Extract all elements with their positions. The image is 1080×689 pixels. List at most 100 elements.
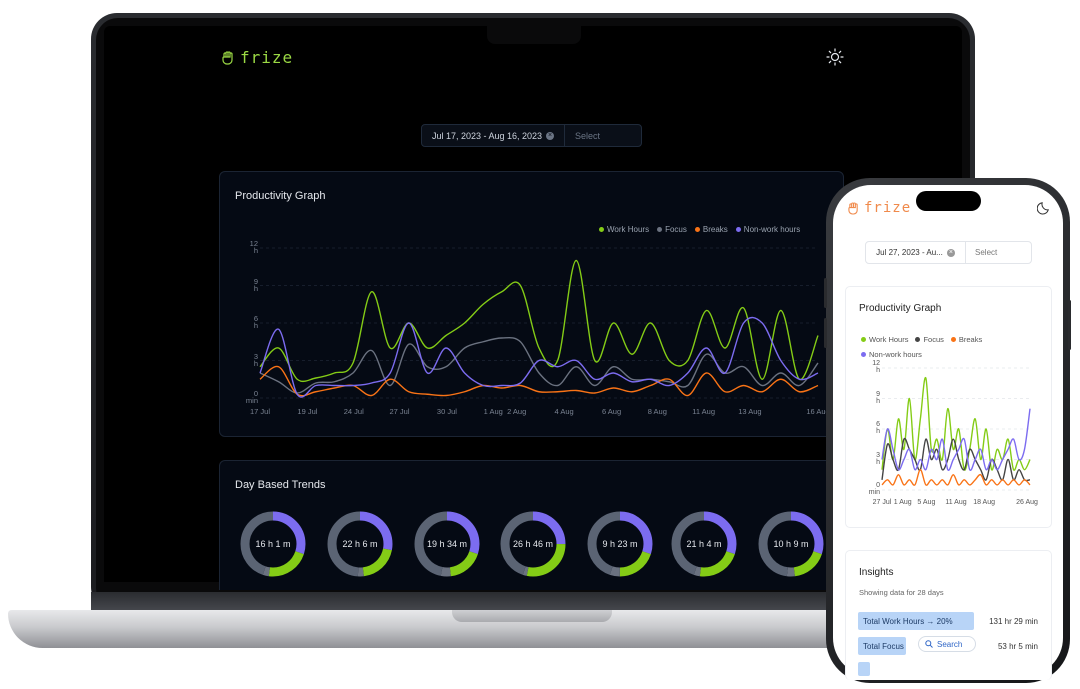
date-range-value[interactable]: Jul 27, 2023 - Au... × bbox=[866, 242, 966, 263]
x-tick-label: 11 Aug bbox=[692, 407, 716, 416]
legend-work[interactable]: Work Hours bbox=[861, 335, 908, 344]
hand-icon bbox=[848, 201, 858, 215]
search-label: Search bbox=[937, 639, 963, 649]
donut-segment bbox=[500, 511, 566, 577]
y-tick-label: 9 h bbox=[876, 390, 880, 405]
legend-breaks[interactable]: Breaks bbox=[950, 335, 983, 344]
moon-icon[interactable] bbox=[1037, 200, 1052, 215]
y-tick-label: 12 h bbox=[872, 360, 880, 374]
laptop-hinge bbox=[91, 592, 975, 614]
legend-label: Non-work hours bbox=[743, 225, 801, 234]
legend-dot bbox=[861, 337, 866, 342]
date-range-value[interactable]: Jul 17, 2023 - Aug 16, 2023 × bbox=[422, 125, 565, 146]
legend-dot bbox=[735, 227, 741, 232]
legend-label: Breaks bbox=[702, 225, 728, 234]
y-tick-label: 6 h bbox=[253, 314, 258, 330]
insight-value: 53 hr 5 min bbox=[997, 641, 1038, 651]
dynamic-island bbox=[916, 191, 981, 211]
laptop-lip bbox=[452, 610, 612, 622]
insight-bar: Total Work Hours → 20% bbox=[858, 612, 974, 630]
legend-breaks[interactable]: Breaks bbox=[694, 225, 728, 234]
trend-donut[interactable]: 16 h 1 m bbox=[240, 511, 306, 577]
trend-donut[interactable]: 26 h 46 m bbox=[500, 511, 566, 577]
donut-label: 16 h 1 m bbox=[255, 539, 291, 549]
legend-label: Focus bbox=[665, 225, 687, 234]
donut-segment bbox=[587, 511, 653, 577]
hand-icon bbox=[222, 50, 233, 65]
x-tick-label: 17 Jul bbox=[249, 407, 271, 416]
donut-ring bbox=[500, 511, 566, 577]
legend-nonwork[interactable]: Non-work hours bbox=[861, 350, 922, 359]
donut-segment bbox=[587, 511, 653, 577]
donut-ring bbox=[240, 511, 306, 577]
phone-button bbox=[1068, 300, 1071, 350]
select-dropdown[interactable]: Select bbox=[975, 248, 998, 257]
legend-work[interactable]: Work Hours bbox=[599, 225, 649, 234]
donut-ring bbox=[587, 511, 653, 577]
insight-row[interactable]: Total Focus Tim 53 hr 5 min bbox=[858, 637, 1038, 655]
date-range-text: Jul 27, 2023 - Au... bbox=[876, 248, 943, 257]
legend-focus[interactable]: Focus bbox=[657, 225, 687, 234]
donut-segment bbox=[414, 511, 480, 577]
donut-label: 22 h 6 m bbox=[342, 539, 378, 549]
donut-segment bbox=[414, 511, 480, 577]
phone-app-logo[interactable]: frize bbox=[848, 200, 911, 216]
x-tick-label: 4 Aug bbox=[554, 407, 574, 416]
x-tick-label: 30 Jul bbox=[436, 407, 457, 416]
legend-dot bbox=[657, 227, 663, 232]
x-tick-label: 27 Jul bbox=[389, 407, 410, 416]
y-tick-label: 0 min bbox=[245, 389, 258, 405]
donut-segment bbox=[240, 511, 306, 577]
insights-subtitle: Showing data for 28 days bbox=[859, 588, 944, 597]
legend-nonwork[interactable]: Non-work hours bbox=[735, 225, 801, 234]
phone-date-range-picker[interactable]: Jul 27, 2023 - Au... × Select bbox=[865, 241, 1032, 264]
laptop-notch bbox=[487, 26, 581, 44]
clear-icon[interactable]: × bbox=[946, 248, 955, 257]
legend-label: Work Hours bbox=[607, 225, 650, 234]
select-dropdown[interactable]: Select bbox=[575, 130, 601, 141]
donut-ring bbox=[758, 511, 824, 577]
donut-ring bbox=[327, 511, 393, 577]
y-tick-label: 3 h bbox=[876, 451, 880, 466]
x-tick-label: 24 Jul bbox=[343, 407, 364, 416]
donut-segment bbox=[671, 511, 737, 577]
insight-value: 131 hr 29 min bbox=[989, 616, 1038, 626]
x-tick-label: 13 Aug bbox=[738, 407, 762, 416]
y-tick-label: 12 h bbox=[249, 239, 258, 255]
donut-label: 19 h 34 m bbox=[426, 539, 468, 549]
trend-donut[interactable]: 22 h 6 m bbox=[327, 511, 393, 577]
search-button[interactable]: Search bbox=[918, 636, 976, 652]
phone-button bbox=[824, 318, 827, 348]
legend-dot bbox=[861, 352, 866, 357]
date-range-picker[interactable]: Jul 17, 2023 - Aug 16, 2023 × Select bbox=[421, 124, 642, 147]
donut-ring bbox=[414, 511, 480, 577]
y-tick-label: 0 min bbox=[868, 482, 880, 496]
app-logo[interactable]: frize bbox=[222, 48, 293, 67]
x-tick-label: 19 Jul bbox=[297, 407, 318, 416]
insight-row[interactable]: Total Work Hours → 20% 131 hr 29 min bbox=[858, 612, 1038, 630]
clear-icon[interactable]: × bbox=[546, 131, 555, 140]
x-tick-label: 6 Aug bbox=[601, 407, 622, 416]
sun-icon[interactable] bbox=[826, 48, 844, 66]
legend-label: Work Hours bbox=[869, 335, 909, 344]
donut-label: 9 h 23 m bbox=[602, 539, 638, 549]
donut-segment bbox=[327, 511, 393, 577]
y-tick-label: 6 h bbox=[876, 421, 880, 435]
x-tick-label: 26 Aug bbox=[1016, 499, 1038, 506]
donut-segment bbox=[758, 511, 824, 577]
legend-dot bbox=[915, 337, 921, 342]
trend-donut[interactable]: 9 h 23 m bbox=[587, 511, 653, 577]
trend-donut[interactable]: 21 h 4 m bbox=[671, 511, 737, 577]
phone-button bbox=[824, 278, 827, 308]
trend-donut[interactable]: 10 h 9 m bbox=[758, 511, 824, 577]
donut-segment bbox=[671, 511, 737, 577]
phone-legend: Work Hours Focus Breaks Non-work hours bbox=[861, 335, 1031, 359]
x-tick-label: 16 Aug bbox=[806, 407, 830, 416]
legend-focus[interactable]: Focus bbox=[915, 335, 944, 344]
donut-segment bbox=[327, 511, 393, 577]
legend-dot bbox=[694, 227, 700, 232]
productivity-legend: Work Hours Focus Breaks Non-work hours bbox=[599, 225, 800, 234]
trend-donut[interactable]: 19 h 34 m bbox=[414, 511, 480, 577]
legend-label: Breaks bbox=[958, 335, 983, 344]
app-name: frize bbox=[864, 200, 912, 216]
